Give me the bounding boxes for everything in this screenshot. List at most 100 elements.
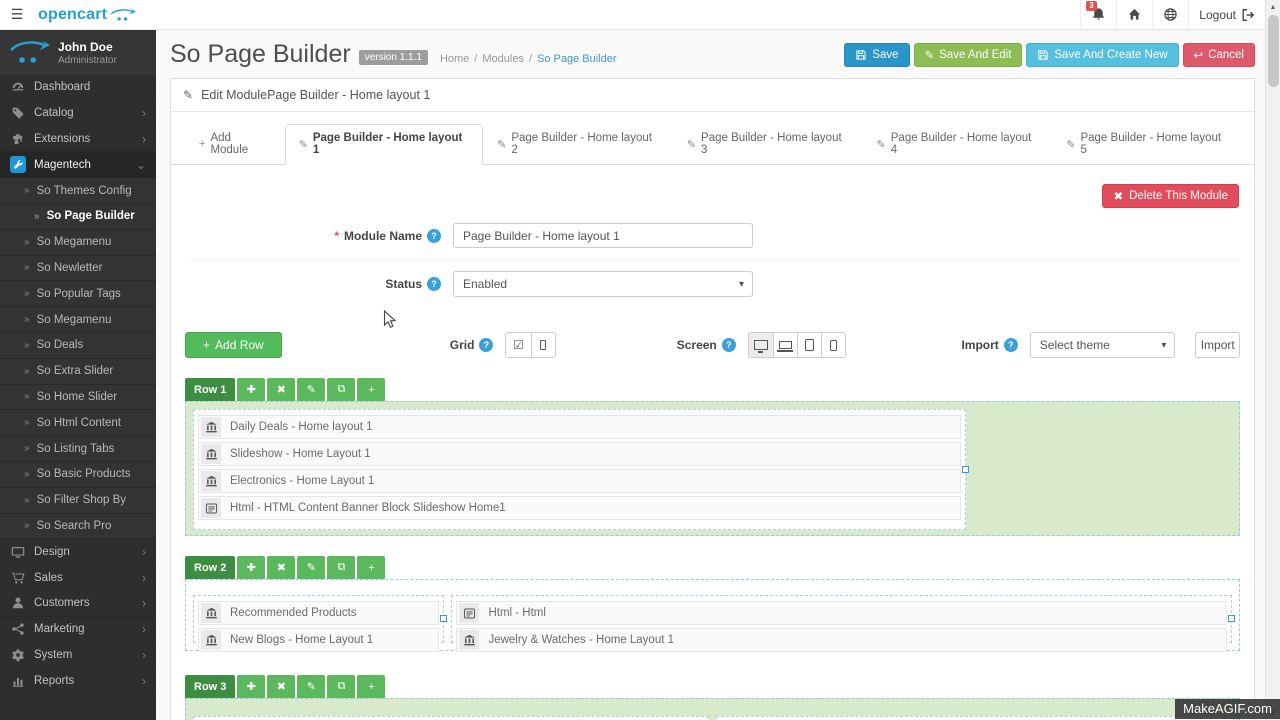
row-delete-button[interactable]: ✖ [267, 675, 296, 698]
home-button[interactable] [1116, 0, 1152, 29]
save-and-edit-button[interactable]: ✎ Save And Edit [913, 42, 1023, 67]
sidebar-item-so-megamenu-2[interactable]: » So Megamenu [0, 307, 156, 333]
row-move-button[interactable]: ✚ [237, 556, 266, 579]
sidebar-item-so-page-builder[interactable]: » So Page Builder [0, 203, 156, 230]
tab-home-layout-1[interactable]: ✎ Page Builder - Home layout 1 [284, 124, 484, 165]
resize-handle[interactable] [962, 465, 970, 473]
theme-select[interactable]: Select theme ▾ [1029, 332, 1176, 358]
scroll-up-arrow[interactable]: ▲ [1269, 3, 1277, 11]
row-clone-button[interactable]: ⧉ [327, 378, 356, 401]
sidebar-item-dashboard[interactable]: Dashboard [0, 75, 156, 101]
module-item[interactable]: Html - Html [456, 601, 1227, 625]
row-clone-button[interactable]: ⧉ [327, 556, 356, 579]
tab-home-layout-4[interactable]: ✎ Page Builder - Home layout 4 [876, 132, 1032, 156]
sidebar-item-so-listing-tabs[interactable]: » So Listing Tabs [0, 436, 156, 462]
module-item[interactable]: Daily Deals - Home layout 1 [198, 415, 962, 439]
tab-add-module[interactable]: + Add Module [199, 132, 249, 156]
screen-laptop-button[interactable] [772, 333, 798, 357]
breadcrumb-current[interactable]: So Page Builder [537, 52, 617, 65]
double-chevron-icon: » [24, 443, 30, 455]
screen-tablet-button[interactable] [797, 333, 822, 357]
page-scrollbar[interactable]: ▲ ▼ [1265, 0, 1280, 720]
sidebar-toggle-icon[interactable]: ☰ [10, 6, 24, 22]
module-name-input[interactable] [453, 223, 753, 248]
grid-on-button[interactable]: ☑ [506, 333, 531, 357]
logout-button[interactable]: Logout [1188, 0, 1265, 29]
module-item[interactable]: New Blogs - Home Layout 1 [198, 628, 440, 652]
sidebar-item-so-themes-config[interactable]: » So Themes Config [0, 178, 156, 204]
help-icon[interactable]: ? [1003, 338, 1018, 352]
breadcrumb-modules[interactable]: Modules [482, 52, 524, 65]
save-button[interactable]: Save [844, 42, 910, 67]
sidebar-item-sales[interactable]: Sales › [0, 565, 156, 591]
module-item[interactable]: Html - HTML Content Banner Block Slidesh… [198, 496, 962, 520]
storefront-button[interactable] [1152, 0, 1188, 29]
row-delete-button[interactable]: ✖ [267, 556, 296, 579]
sidebar-item-design[interactable]: Design › [0, 539, 156, 566]
double-chevron-icon: » [34, 210, 40, 222]
sidebar-item-so-home-slider[interactable]: » So Home Slider [0, 384, 156, 411]
row-edit-button[interactable]: ✎ [297, 378, 326, 401]
help-icon[interactable]: ? [721, 338, 736, 352]
sidebar-item-so-popular-tags[interactable]: » So Popular Tags [0, 281, 156, 308]
help-icon[interactable]: ? [479, 338, 494, 352]
row-edit-button[interactable]: ✎ [297, 675, 326, 698]
row-edit-button[interactable]: ✎ [297, 556, 326, 579]
sidebar-item-so-filter-shop-by[interactable]: » So Filter Shop By [0, 487, 156, 514]
sidebar-item-so-basic-products[interactable]: » So Basic Products [0, 461, 156, 488]
sidebar-item-so-newletter[interactable]: » So Newletter [0, 255, 156, 282]
html-icon [201, 498, 221, 518]
breadcrumb-home[interactable]: Home [439, 52, 470, 65]
pencil-icon: ✎ [686, 138, 697, 151]
row-move-button[interactable]: ✚ [237, 378, 266, 401]
sidebar-item-catalog[interactable]: Catalog › [0, 101, 156, 127]
help-icon[interactable]: ? [427, 228, 441, 243]
row-add-column-button[interactable]: + [357, 556, 386, 579]
header-buttons: Save ✎ Save And Edit Save And Create New… [840, 42, 1255, 67]
sidebar-item-system[interactable]: System › [0, 643, 156, 669]
sidebar-item-magentech[interactable]: Magentech ⌄ [0, 152, 156, 179]
sidebar-item-so-extra-slider[interactable]: » So Extra Slider [0, 358, 156, 385]
sidebar-item-so-html-content[interactable]: » So Html Content [0, 410, 156, 437]
sidebar-item-extensions[interactable]: Extensions › [0, 127, 156, 153]
sidebar-item-reports[interactable]: Reports › [0, 668, 156, 695]
help-icon[interactable]: ? [427, 277, 441, 291]
delete-this-module-button[interactable]: ✖ Delete This Module [1102, 184, 1239, 208]
tab-home-layout-3[interactable]: ✎ Page Builder - Home layout 3 [686, 132, 842, 156]
sidebar-item-so-search-pro[interactable]: » So Search Pro [0, 513, 156, 540]
screen-desktop-button[interactable] [748, 333, 773, 357]
row-delete-button[interactable]: ✖ [267, 378, 296, 401]
cancel-button[interactable]: ↩ Cancel [1182, 42, 1255, 67]
row-add-column-button[interactable]: + [357, 378, 386, 401]
add-row-button[interactable]: + Add Row [185, 332, 282, 358]
tab-home-layout-2[interactable]: ✎ Page Builder - Home layout 2 [497, 132, 652, 156]
module-item[interactable]: Jewelry & Watches - Home Layout 1 [456, 628, 1227, 652]
sidebar-item-customers[interactable]: Customers › [0, 591, 156, 617]
sidebar-item-label: So Megamenu [36, 313, 112, 326]
scrollbar-thumb[interactable] [1268, 15, 1279, 87]
module-item[interactable]: Recommended Products [198, 601, 440, 625]
row-clone-button[interactable]: ⧉ [327, 675, 356, 698]
tab-home-layout-5[interactable]: ✎ Page Builder - Home layout 5 [1066, 132, 1222, 156]
bank-icon [459, 630, 480, 650]
opencart-logo[interactable]: opencart [38, 6, 137, 24]
row-add-column-button[interactable]: + [357, 675, 386, 698]
save-and-create-new-button[interactable]: Save And Create New [1026, 42, 1179, 67]
resize-handle[interactable] [440, 615, 448, 622]
module-name: New Blogs - Home Layout 1 [230, 634, 374, 646]
sidebar-item-so-megamenu[interactable]: » So Megamenu [0, 229, 156, 256]
notifications-button[interactable]: 3 [1080, 0, 1116, 29]
sidebar-item-marketing[interactable]: Marketing › [0, 617, 156, 643]
gear-icon [10, 647, 26, 663]
grid-label: Grid ? [450, 338, 494, 352]
module-item[interactable]: Slideshow - Home Layout 1 [198, 442, 962, 466]
status-select[interactable]: Enabled ▾ [453, 271, 753, 297]
screen-phone-button[interactable] [821, 333, 846, 357]
resize-handle[interactable] [1228, 615, 1235, 622]
sidebar-item-so-deals[interactable]: » So Deals [0, 332, 156, 359]
double-chevron-icon: » [24, 391, 30, 403]
row-move-button[interactable]: ✚ [237, 675, 266, 698]
grid-off-button[interactable] [530, 333, 555, 357]
module-item[interactable]: Electronics - Home Layout 1 [198, 469, 962, 493]
import-button[interactable]: Import [1195, 332, 1240, 358]
